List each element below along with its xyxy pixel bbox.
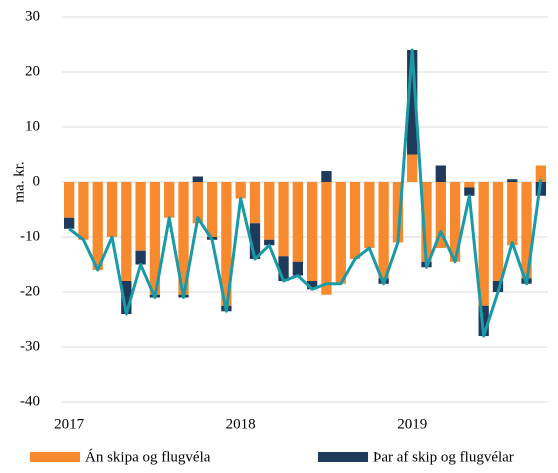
bar [249, 223, 261, 259]
bar [335, 182, 346, 284]
bar [221, 182, 232, 306]
bar [421, 182, 432, 262]
bar [178, 182, 189, 295]
bar [64, 217, 75, 229]
y-tick-label: 30 [25, 8, 40, 24]
bar [206, 182, 218, 237]
x-tick-label: 2018 [226, 416, 256, 432]
bar [392, 182, 404, 243]
bar [292, 261, 303, 276]
legend-label: Án skipa og flugvéla [85, 448, 211, 465]
bar [292, 182, 303, 262]
line [68, 48, 543, 338]
bar [407, 50, 418, 155]
bar [235, 182, 246, 199]
bar [92, 182, 103, 270]
bar [507, 179, 518, 182]
y-tick-label: 0 [33, 173, 41, 189]
bar [64, 182, 75, 218]
y-tick-label: -20 [20, 283, 40, 299]
bar [192, 182, 203, 224]
bar [135, 182, 146, 251]
bar [249, 182, 261, 224]
bar [307, 182, 318, 281]
bar [492, 281, 504, 292]
bar [464, 187, 475, 196]
y-tick-label: -40 [20, 393, 40, 409]
bar [307, 281, 318, 290]
bar [407, 154, 418, 182]
bar [492, 182, 504, 281]
y-tick-label: 20 [25, 63, 40, 79]
bar [464, 182, 475, 188]
bar [149, 182, 161, 295]
legend-swatch [30, 452, 80, 462]
bar [521, 182, 532, 279]
bar [192, 176, 203, 182]
bar [378, 182, 389, 279]
bar [121, 182, 132, 281]
legend-label: Þar af skip og flugvélar [373, 449, 514, 465]
bar [321, 182, 332, 295]
bar [264, 239, 275, 246]
y-tick-label: -30 [20, 338, 40, 354]
bar [435, 165, 446, 182]
x-tick-label: 2019 [397, 416, 427, 432]
y-tick-label: -10 [20, 228, 40, 244]
bar [349, 182, 361, 259]
x-tick-label: 2017 [54, 416, 85, 432]
y-tick-label: 10 [25, 118, 40, 134]
bar [478, 305, 489, 336]
bar [78, 182, 89, 240]
bar [121, 281, 132, 314]
bar [278, 256, 289, 281]
bar [106, 182, 118, 237]
legend-swatch [318, 452, 368, 462]
bar [321, 171, 332, 182]
y-axis-label: ma. kr. [11, 161, 27, 202]
bar [135, 250, 146, 265]
bar [435, 182, 446, 248]
bar [478, 182, 489, 306]
bar [507, 182, 518, 246]
bar [535, 165, 546, 182]
bar [278, 182, 289, 257]
bar [449, 182, 461, 262]
bar [364, 182, 375, 248]
bar [264, 182, 275, 240]
bar [164, 182, 175, 218]
